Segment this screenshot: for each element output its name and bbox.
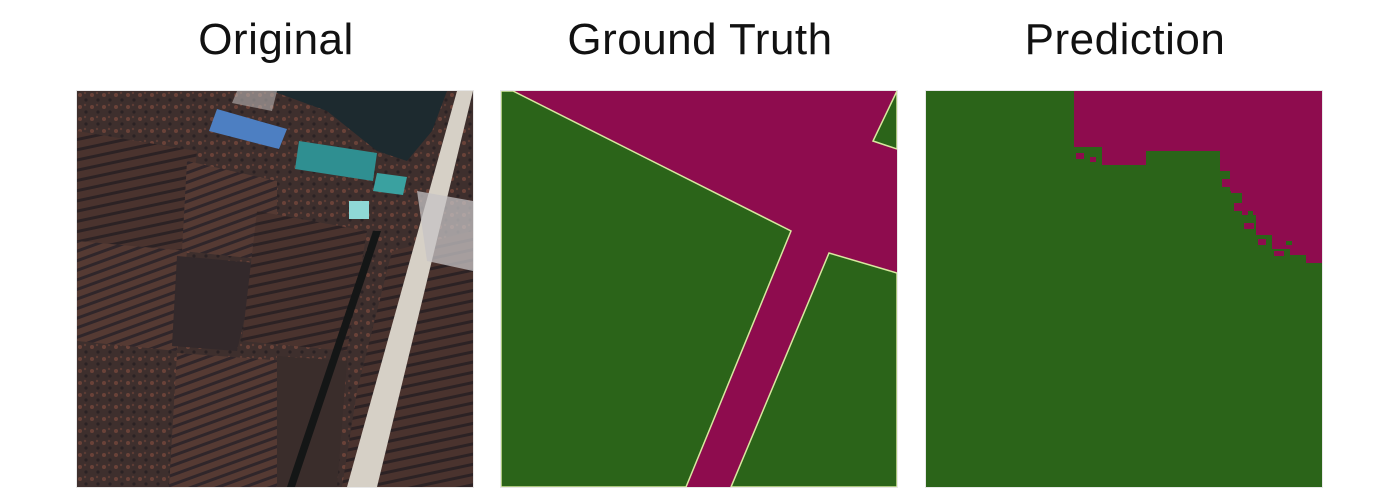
panel-title-original: Original — [198, 15, 354, 64]
original-satellite-image — [76, 90, 474, 488]
panel-title-ground-truth: Ground Truth — [567, 15, 833, 64]
pred-noise — [1090, 157, 1096, 162]
field-parcel — [172, 256, 257, 351]
prediction-svg — [926, 91, 1322, 487]
gt-region-vegetation-corner — [871, 91, 897, 150]
panel-original: Original — [76, 0, 476, 500]
road-shadow — [287, 231, 381, 487]
ground-truth-mask — [500, 90, 898, 488]
gt-region-vegetation-right — [730, 252, 897, 487]
main-road — [347, 91, 473, 487]
bare-ground — [232, 91, 277, 111]
building-roof — [349, 201, 369, 219]
field-parcel — [77, 131, 197, 251]
pred-region-road — [1074, 91, 1322, 263]
building-roof — [295, 141, 377, 181]
field-parcel — [77, 341, 177, 487]
panel-title-prediction: Prediction — [1024, 15, 1226, 64]
pred-noise — [1286, 241, 1292, 245]
satellite-image-svg — [77, 91, 473, 487]
bare-ground — [417, 191, 473, 271]
pred-noise — [1234, 203, 1242, 211]
pred-noise — [1244, 223, 1254, 229]
pred-noise — [1248, 211, 1253, 215]
pred-noise — [1076, 153, 1084, 159]
field-parcel — [242, 211, 367, 351]
field-parcel — [77, 241, 187, 351]
pred-noise — [1226, 191, 1231, 195]
water-channel — [272, 91, 447, 161]
pred-noise — [1222, 179, 1232, 187]
pred-noise — [1274, 251, 1284, 256]
gt-region-vegetation-left — [501, 91, 792, 487]
prediction-mask — [925, 90, 1323, 488]
building-roof — [373, 173, 407, 195]
panel-prediction: Prediction — [925, 0, 1325, 500]
ground-truth-svg — [501, 91, 897, 487]
panel-ground-truth: Ground Truth — [500, 0, 900, 500]
building-roof — [209, 109, 287, 149]
pred-noise — [1258, 239, 1266, 245]
field-parcel — [182, 161, 277, 261]
field-parcel — [169, 353, 287, 487]
